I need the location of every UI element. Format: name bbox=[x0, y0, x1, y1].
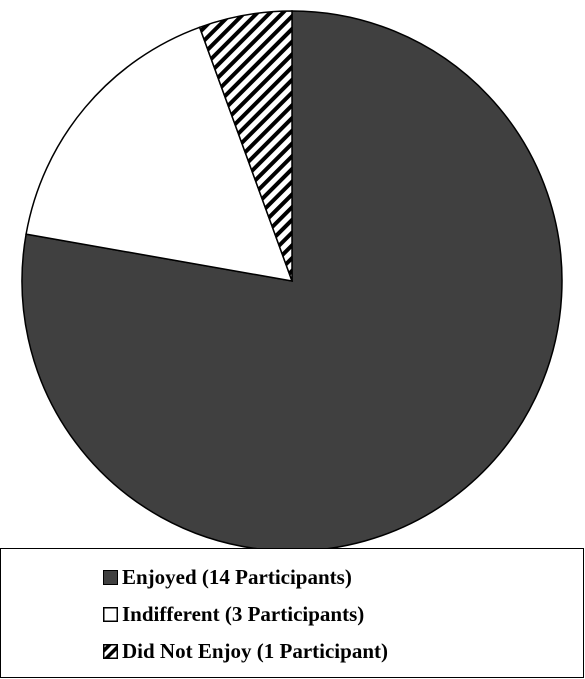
legend-item-indifferent: Indifferent (3 Participants) bbox=[103, 599, 364, 629]
pie-chart bbox=[21, 10, 563, 552]
legend-swatch-enjoyed bbox=[103, 569, 118, 585]
legend: Enjoyed (14 Participants) Indifferent (3… bbox=[0, 548, 584, 678]
legend-item-did-not-enjoy: Did Not Enjoy (1 Participant) bbox=[103, 636, 388, 666]
legend-label-did-not-enjoy: Did Not Enjoy (1 Participant) bbox=[122, 638, 388, 663]
legend-swatch-did-not-enjoy bbox=[103, 643, 118, 659]
legend-label-indifferent: Indifferent (3 Participants) bbox=[122, 601, 365, 626]
pie-slice-did-not-enjoy bbox=[198, 10, 293, 282]
legend-item-enjoyed: Enjoyed (14 Participants) bbox=[103, 562, 352, 592]
legend-swatch-indifferent bbox=[103, 606, 118, 622]
pie-slices bbox=[21, 10, 563, 552]
legend-label-enjoyed: Enjoyed (14 Participants) bbox=[122, 564, 352, 589]
pie-chart-area bbox=[21, 10, 563, 552]
pie-slice-indifferent bbox=[25, 26, 294, 282]
